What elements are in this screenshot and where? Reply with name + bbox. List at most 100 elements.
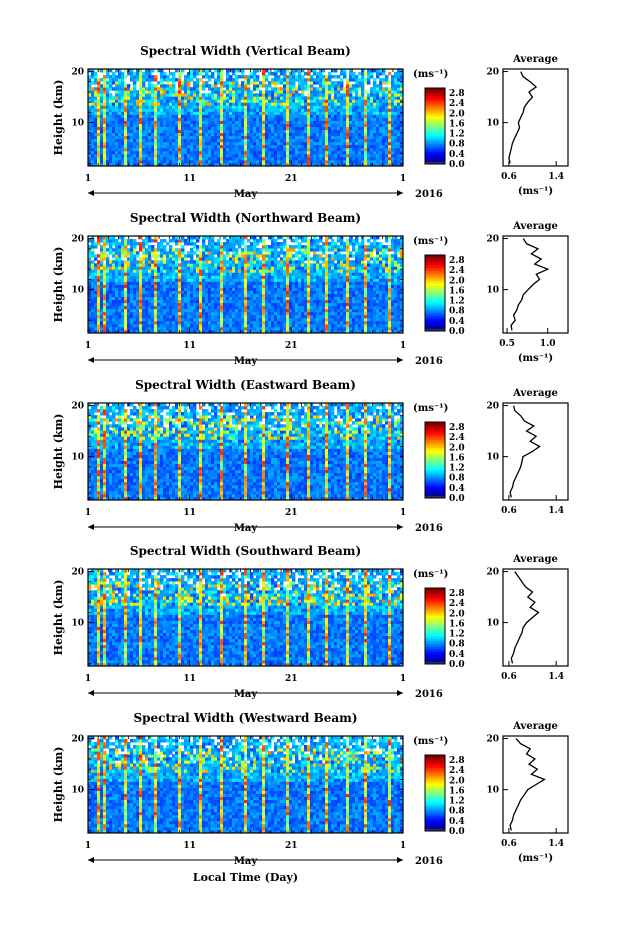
heatmap-cell [304,78,308,82]
heatmap-cell [139,84,143,88]
heatmap-cell [88,78,92,82]
heatmap-cell [274,156,278,161]
heatmap-cell [256,114,260,118]
heatmap-cell [364,144,368,149]
heatmap-cell [232,102,236,106]
heatmap-cell [133,162,137,167]
heatmap-cell [256,141,260,146]
heatmap-cell [109,242,113,246]
heatmap-cell [232,305,236,310]
heatmap-cell [247,260,251,264]
heatmap-cell [121,251,125,255]
heatmap-cell [88,75,92,79]
heatmap-cell [277,108,281,112]
heatmap-cell [391,117,395,121]
heatmap-cell [313,111,317,115]
heatmap-cell [133,72,137,76]
heatmap-cell [133,311,137,316]
heatmap-cell [118,93,122,97]
heatmap-cell [259,141,263,146]
heatmap-cell [142,269,146,273]
heatmap-cell [307,147,311,152]
heatmap-cell [121,141,125,146]
heatmap-cell [256,87,260,91]
heatmap-cell [187,260,191,264]
heatmap-cell [208,314,212,319]
heatmap-cell [304,108,308,112]
heatmap-cell [181,272,185,276]
heatmap-cell [97,102,101,106]
heatmap-cell [190,87,194,91]
heatmap-cell [157,317,161,322]
heatmap-cell [397,96,401,100]
heatmap-cell [94,162,98,167]
heatmap-cell [199,299,203,304]
heatmap-cell [202,293,206,298]
heatmap-cell [124,269,128,273]
heatmap-cell [217,123,221,127]
heatmap-cell [166,120,170,124]
heatmap-cell [358,84,362,88]
heatmap-cell [361,105,365,109]
heatmap-cell [274,111,278,115]
heatmap-cell [100,126,104,131]
heatmap-cell [181,81,185,85]
heatmap-cell [304,87,308,91]
heatmap-cell [250,323,254,328]
heatmap-cell [382,156,386,161]
heatmap-cell [139,305,143,310]
heatmap-cell [304,114,308,118]
heatmap-cell [91,114,95,118]
heatmap-cell [268,120,272,124]
heatmap-cell [151,108,155,112]
heatmap-cell [310,132,314,137]
heatmap-cell [145,120,149,124]
heatmap-cell [295,144,299,149]
heatmap-cell [109,162,113,167]
heatmap-cell [151,272,155,276]
heatmap-cell [307,114,311,118]
heatmap-cell [91,90,95,94]
heatmap-cell [121,132,125,137]
heatmap-cell [319,69,323,73]
heatmap-cell [130,156,134,161]
heatmap-cell [241,257,245,261]
heatmap-cell [124,75,128,79]
colorbar-swatch [425,151,445,155]
heatmap-cell [199,123,203,127]
heatmap-cell [106,296,110,301]
heatmap-cell [382,153,386,158]
heatmap-cell [307,108,311,112]
heatmap-cell [166,114,170,118]
heatmap-cell [247,257,251,261]
heatmap-cell [94,159,98,164]
heatmap-cell [235,317,239,322]
heatmap-cell [142,138,146,143]
heatmap-cell [256,99,260,103]
heatmap-cell [250,308,254,313]
heatmap-cell [340,87,344,91]
heatmap-cell [127,153,131,158]
heatmap-cell [247,132,251,137]
heatmap-cell [379,117,383,121]
heatmap-cell [127,299,131,304]
heatmap-cell [253,326,257,331]
heatmap-cell [181,308,185,313]
heatmap-cell [154,123,158,127]
heatmap-cell [181,159,185,164]
heatmap-cell [250,111,254,115]
heatmap-cell [181,275,185,279]
heatmap-cell [247,329,251,334]
heatmap-cell [238,275,242,279]
heatmap-cell [142,260,146,264]
heatmap-cell [91,69,95,73]
heatmap-cell [172,90,176,94]
heatmap-cell [235,159,239,164]
heatmap-cell [193,69,197,73]
heatmap-cell [115,90,119,94]
heatmap-cell [379,114,383,118]
heatmap-cell [109,117,113,121]
heatmap-cell [178,72,182,76]
heatmap-cell [394,102,398,106]
heatmap-cell [391,108,395,112]
